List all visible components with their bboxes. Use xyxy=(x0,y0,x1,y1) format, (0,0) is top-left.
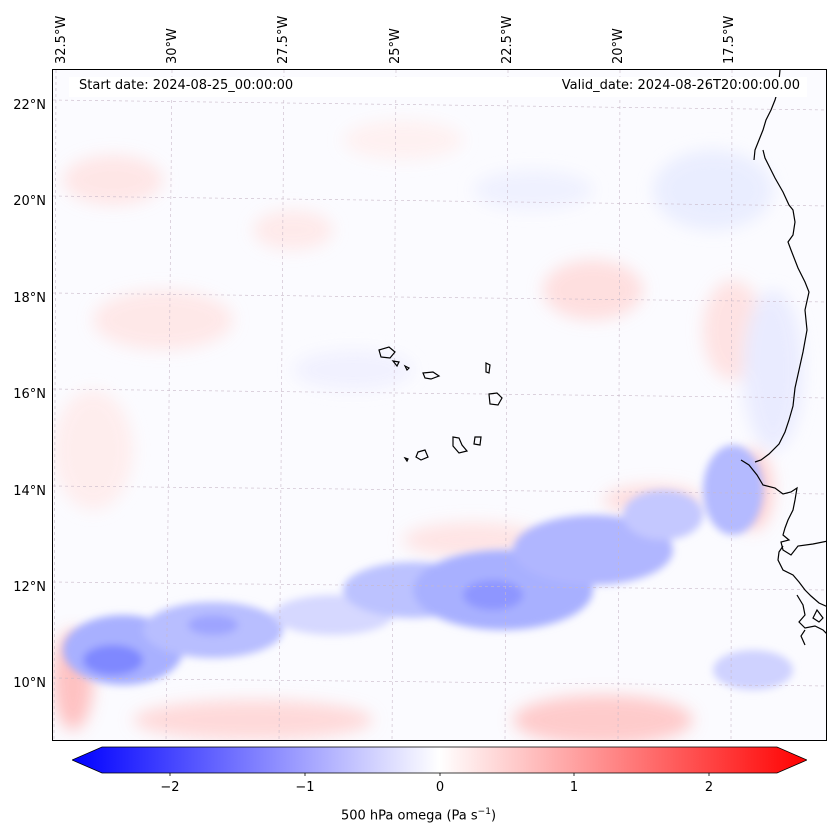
lon-label-30w: 30°W xyxy=(165,28,180,64)
colorbar-bar xyxy=(72,746,807,774)
lon-label-27-5w: 27.5°W xyxy=(276,15,291,64)
ascent-descent-field xyxy=(53,120,803,740)
lat-label-16n: 16°N xyxy=(13,387,46,402)
colorbar-label: 500 hPa omega (Pa s−1) xyxy=(0,807,837,823)
graticule xyxy=(53,70,826,740)
colorbar xyxy=(72,746,807,776)
omega-field-map xyxy=(53,70,826,740)
lat-label-22n: 22°N xyxy=(13,98,46,113)
lon-label-20w: 20°W xyxy=(611,28,626,64)
lon-label-17-5w: 17.5°W xyxy=(722,15,737,64)
start-date-text: Start date: 2024-08-25_00:00:00 xyxy=(79,78,294,93)
colorbar-tick-label: 1 xyxy=(569,780,579,795)
colorbar-ticks xyxy=(169,773,710,776)
lon-label-25w: 25°W xyxy=(388,28,403,64)
africa-coastline xyxy=(740,70,826,646)
lat-label-18n: 18°N xyxy=(13,291,46,306)
map-panel[interactable] xyxy=(52,69,827,741)
cape-verde-islands xyxy=(378,346,503,463)
lon-label-22-5w: 22.5°W xyxy=(500,15,515,64)
lat-label-14n: 14°N xyxy=(13,484,46,499)
colorbar-tick-label: 2 xyxy=(704,780,714,795)
lat-label-12n: 12°N xyxy=(13,580,46,595)
colorbar-tick-label: −2 xyxy=(160,780,180,795)
lon-label-32-5w: 32.5°W xyxy=(54,15,69,64)
colorbar-label-main: 500 hPa omega (Pa s xyxy=(340,808,478,824)
lat-label-20n: 20°N xyxy=(13,194,46,209)
date-bar: Start date: 2024-08-25_00:00:00 Valid_da… xyxy=(69,77,807,97)
colorbar-label-exponent: −1 xyxy=(477,807,491,817)
colorbar-tick-label: 0 xyxy=(435,780,445,795)
valid-date-text: Valid_date: 2024-08-26T20:00:00.00 xyxy=(561,78,800,93)
colorbar-label-close: ) xyxy=(490,808,497,824)
ascent-band xyxy=(63,445,793,690)
lat-label-10n: 10°N xyxy=(13,676,46,691)
colorbar-tick-label: −1 xyxy=(295,780,315,795)
